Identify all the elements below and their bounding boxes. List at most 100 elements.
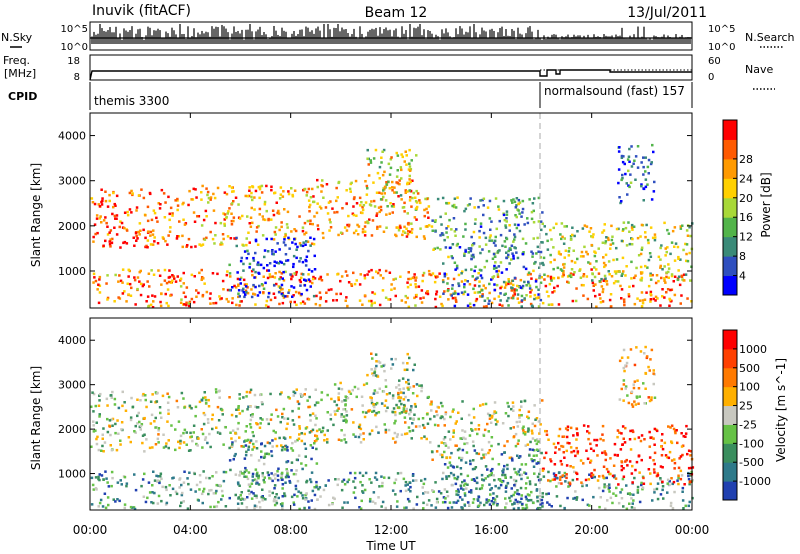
velocity-cell (247, 489, 250, 492)
power-cell (637, 254, 641, 257)
power-cell (404, 294, 407, 298)
velocity-cell (383, 404, 387, 407)
power-cell (100, 221, 103, 224)
power-cell (198, 271, 201, 275)
power-y-tick-label: 2000 (58, 220, 86, 233)
power-cell (147, 305, 150, 308)
velocity-cell (637, 387, 641, 390)
power-cell (228, 288, 232, 292)
velocity-cell (537, 461, 540, 465)
velocity-cell (171, 477, 174, 480)
power-cell (546, 239, 549, 243)
power-cell (379, 198, 383, 201)
power-cell (293, 228, 296, 231)
velocity-cell (326, 429, 329, 432)
power-cell (553, 286, 556, 290)
power-cell (315, 211, 319, 215)
velocity-cell (680, 474, 684, 477)
power-cell (422, 235, 426, 238)
power-cell (241, 289, 244, 292)
velocity-cell (188, 471, 191, 474)
velocity-cell (133, 473, 136, 476)
power-cell (153, 211, 157, 215)
velocity-cell (393, 431, 397, 435)
power-cell (413, 273, 416, 276)
velocity-cell (146, 496, 149, 500)
power-cell (301, 244, 305, 248)
power-cell (497, 205, 500, 208)
power-cell (623, 303, 626, 307)
power-cell (168, 269, 171, 272)
power-cell (295, 248, 298, 251)
power-cell (457, 292, 460, 296)
velocity-cell (426, 422, 430, 425)
power-cell (163, 216, 167, 219)
velocity-cell (181, 491, 184, 495)
power-cell (231, 301, 234, 305)
velocity-cell (108, 425, 112, 428)
power-cell (262, 291, 265, 294)
power-cell (115, 214, 119, 217)
velocity-cell (300, 439, 304, 443)
velocity-cell (260, 401, 264, 404)
power-cell (230, 212, 233, 215)
velocity-cell (484, 465, 488, 468)
power-cell (308, 280, 312, 283)
velocity-cell (572, 449, 576, 453)
velocity-cell (430, 400, 433, 403)
velocity-cell (268, 490, 271, 493)
power-cell (585, 275, 589, 278)
power-cell (487, 250, 491, 253)
velocity-cell (466, 442, 469, 445)
power-cell (682, 273, 686, 276)
power-cell (640, 272, 643, 275)
velocity-cell (528, 454, 531, 457)
power-cell (266, 269, 269, 272)
power-colorbar-swatch (723, 139, 737, 160)
power-cell (513, 290, 516, 293)
velocity-cell (281, 412, 284, 416)
velocity-cell (471, 501, 475, 504)
power-cell (135, 239, 138, 242)
power-cell (207, 196, 211, 200)
power-cell (406, 181, 409, 185)
velocity-cell (134, 488, 138, 492)
velocity-colorbar-swatch (723, 348, 737, 369)
velocity-cell (411, 392, 415, 395)
velocity-cell (482, 456, 486, 459)
velocity-cell (472, 444, 475, 448)
power-cell (588, 230, 591, 233)
velocity-cell (650, 396, 653, 399)
power-cell (520, 294, 524, 298)
power-cell (379, 274, 382, 277)
power-cell (314, 302, 318, 306)
velocity-cell (425, 437, 428, 441)
power-cell (646, 266, 649, 269)
velocity-cell (687, 466, 691, 470)
power-cell (410, 231, 414, 234)
velocity-cell (491, 457, 494, 461)
velocity-cell (473, 479, 477, 482)
velocity-cell (467, 501, 470, 504)
power-cell (367, 174, 371, 177)
velocity-cell (606, 499, 609, 502)
power-cell (283, 236, 286, 239)
power-cell (403, 225, 406, 229)
power-cell (395, 151, 398, 155)
power-cell (303, 233, 306, 236)
velocity-cell (283, 448, 287, 451)
power-cell (614, 272, 618, 275)
power-cell (266, 276, 270, 280)
power-cell (309, 244, 312, 247)
power-cell (483, 299, 487, 302)
power-cell (142, 196, 146, 200)
power-cell (159, 300, 162, 304)
time-tick-label: 00:00 (675, 523, 710, 537)
power-cell (209, 302, 212, 305)
velocity-cell (281, 416, 284, 419)
power-cell (378, 165, 382, 169)
velocity-cell (279, 503, 283, 506)
power-cell (550, 238, 553, 241)
power-cell (630, 260, 633, 264)
power-cell (246, 249, 249, 253)
